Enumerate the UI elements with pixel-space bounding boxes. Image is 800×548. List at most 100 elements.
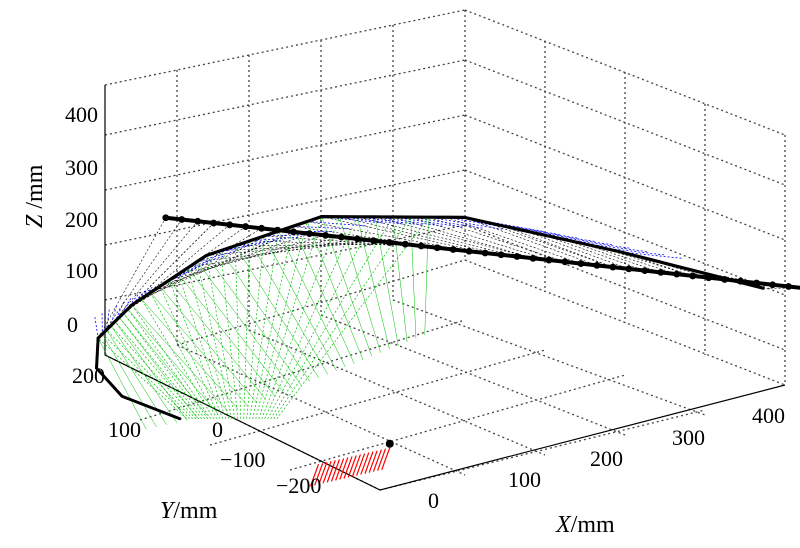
y-axis-label: Y/mm	[160, 498, 218, 524]
red-mesh-line	[360, 452, 370, 475]
red-mesh-line	[330, 459, 341, 482]
green-mesh-line	[150, 292, 249, 407]
green-mesh-line	[196, 261, 293, 389]
green-mesh-line	[140, 298, 215, 419]
black-mesh-line	[307, 221, 470, 252]
green-mesh-line	[102, 333, 190, 420]
red-mesh-line	[335, 458, 345, 481]
y-axis-var: Y	[160, 498, 176, 524]
green-mesh-line	[235, 245, 320, 379]
blue-mesh-line	[428, 216, 503, 230]
red-mesh-line	[339, 457, 349, 480]
y-tick-100: 100	[108, 417, 141, 442]
z-tick-300: 300	[65, 155, 98, 180]
blue-mesh-line	[581, 242, 647, 252]
green-mesh-line	[249, 240, 328, 375]
green-mesh-line	[187, 267, 284, 393]
green-mesh-line	[220, 250, 311, 382]
black-mesh-line	[321, 216, 486, 254]
green-mesh-line	[127, 308, 209, 419]
x-tick-0: 0	[428, 488, 439, 513]
black-arc	[96, 215, 765, 340]
green-mesh-line	[292, 226, 355, 364]
green-mesh-line	[255, 221, 308, 419]
green-mesh-line	[267, 216, 376, 419]
green-mesh-line	[127, 308, 218, 414]
red-mesh-line	[322, 461, 332, 484]
green-mesh-line	[261, 216, 340, 419]
black-mesh-line	[503, 225, 613, 268]
red-mesh-line	[376, 448, 387, 471]
green-mesh-line	[392, 216, 408, 342]
blue-mesh-line	[206, 245, 248, 256]
blue-mesh-line	[110, 305, 117, 326]
green-mesh-line	[273, 216, 411, 419]
blue-mesh-line	[249, 236, 299, 242]
green-mesh-line	[131, 304, 212, 419]
z-axis-label: Z /mm	[22, 164, 48, 228]
green-mesh-line	[102, 333, 157, 428]
green-mesh-line	[196, 261, 233, 419]
z-axis-unit: /mm	[22, 164, 48, 214]
x-tick-100: 100	[508, 467, 541, 492]
green-mesh-line	[263, 235, 337, 371]
blue-mesh-line	[94, 317, 99, 339]
black-mesh-line	[102, 219, 182, 335]
black-mesh-line	[169, 235, 326, 281]
green-mesh-line	[178, 273, 275, 397]
y-tick-0: 0	[212, 417, 223, 442]
black-mesh-line	[197, 240, 374, 262]
green-mesh-line	[114, 321, 200, 419]
black-arc-lower	[94, 336, 182, 421]
blue-mesh-line	[169, 266, 200, 281]
anchor-line	[165, 215, 800, 290]
red-mesh-line	[356, 453, 366, 476]
y-tick-neg100: −100	[220, 447, 265, 472]
green-mesh-line	[278, 231, 346, 368]
green-mesh-line	[97, 337, 187, 420]
red-mesh-line	[368, 450, 378, 473]
blue-mesh-line	[159, 271, 189, 287]
red-end-point	[385, 439, 394, 448]
green-mesh-line	[264, 216, 358, 419]
green-mesh-line	[243, 240, 250, 419]
black-mesh-line	[464, 217, 598, 266]
x-axis-label: X/mm	[555, 512, 615, 538]
black-mesh-line	[483, 221, 613, 268]
x-tick-400: 400	[752, 403, 785, 428]
green-mesh-line	[97, 338, 147, 430]
green-mesh-line	[110, 325, 197, 419]
blue-mesh-line	[292, 225, 349, 230]
x-tick-labels: 0 100 200 300 400	[428, 403, 785, 513]
black-mesh-line	[392, 216, 534, 259]
green-mesh-line	[168, 280, 224, 419]
black-mesh-line	[620, 251, 693, 277]
green-mesh-line	[234, 245, 242, 419]
blue-mesh-line	[197, 250, 236, 263]
green-mesh-line	[141, 298, 239, 410]
red-mesh-line	[351, 454, 361, 477]
y-tick-200: 200	[72, 363, 105, 388]
red-mesh-line	[318, 462, 328, 485]
black-mesh-line	[220, 242, 390, 251]
series-layer	[94, 214, 800, 487]
black-mesh-line	[159, 233, 310, 287]
green-mesh-line	[119, 317, 198, 419]
y-tick-neg200: −200	[276, 473, 321, 498]
green-mesh-line	[246, 235, 265, 419]
green-mesh-line	[131, 304, 229, 412]
black-mesh-line	[106, 221, 198, 331]
red-mesh-line	[381, 447, 391, 470]
y-tick-labels: 200 100 0 −100 −200	[72, 363, 321, 498]
green-mesh-line	[118, 317, 203, 419]
black-mesh-line	[249, 240, 422, 247]
green-mesh-line	[249, 231, 279, 419]
green-mesh-line	[258, 216, 322, 419]
green-mesh-line	[114, 321, 188, 421]
blue-mesh-line	[357, 216, 423, 226]
red-mesh-line	[372, 449, 382, 472]
black-mesh-line	[131, 229, 278, 306]
red-mesh-line	[343, 456, 353, 479]
blue-mesh-line	[464, 216, 543, 232]
